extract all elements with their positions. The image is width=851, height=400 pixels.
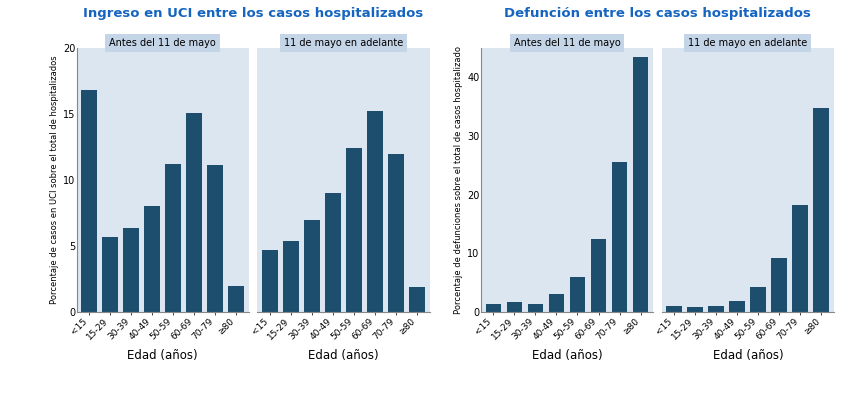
X-axis label: Edad (años): Edad (años) bbox=[532, 350, 603, 362]
Bar bbox=[486, 304, 501, 312]
Bar bbox=[708, 306, 724, 312]
Bar bbox=[612, 162, 627, 312]
Bar bbox=[814, 108, 829, 312]
Bar bbox=[666, 306, 683, 312]
Bar bbox=[186, 113, 203, 312]
Bar bbox=[549, 294, 564, 312]
Bar bbox=[208, 166, 223, 312]
Bar bbox=[792, 205, 808, 312]
Bar bbox=[346, 148, 362, 312]
Bar bbox=[409, 287, 425, 312]
Text: Ingreso en UCI entre los casos hospitalizados: Ingreso en UCI entre los casos hospitali… bbox=[83, 7, 423, 20]
Bar bbox=[528, 304, 543, 312]
Text: 11 de mayo en adelante: 11 de mayo en adelante bbox=[688, 38, 808, 48]
Bar bbox=[165, 164, 181, 312]
Bar bbox=[228, 286, 244, 312]
Bar bbox=[751, 287, 766, 312]
Text: Antes del 11 de mayo: Antes del 11 de mayo bbox=[110, 38, 216, 48]
Bar bbox=[591, 239, 607, 312]
Bar bbox=[772, 258, 787, 312]
Bar bbox=[729, 302, 745, 312]
Bar bbox=[145, 206, 160, 312]
Bar bbox=[688, 307, 703, 312]
Bar bbox=[569, 277, 585, 312]
Bar bbox=[123, 228, 139, 312]
Text: Antes del 11 de mayo: Antes del 11 de mayo bbox=[514, 38, 620, 48]
Bar bbox=[632, 57, 648, 312]
Text: Defunción entre los casos hospitalizados: Defunción entre los casos hospitalizados bbox=[504, 7, 811, 20]
X-axis label: Edad (años): Edad (años) bbox=[308, 350, 379, 362]
Y-axis label: Porcentaje de casos en UCI sobre el total de hospitalizados: Porcentaje de casos en UCI sobre el tota… bbox=[49, 56, 59, 304]
Bar bbox=[304, 220, 320, 312]
Bar bbox=[262, 250, 278, 312]
Bar bbox=[82, 90, 97, 312]
X-axis label: Edad (años): Edad (años) bbox=[128, 350, 198, 362]
Bar bbox=[325, 193, 341, 312]
Bar bbox=[506, 302, 523, 312]
X-axis label: Edad (años): Edad (años) bbox=[712, 350, 783, 362]
Bar bbox=[368, 111, 383, 312]
Bar bbox=[283, 241, 299, 312]
Bar bbox=[102, 237, 118, 312]
Y-axis label: Porcentaje de defunciones sobre el total de casos hospitalizado: Porcentaje de defunciones sobre el total… bbox=[454, 46, 463, 314]
Bar bbox=[388, 154, 404, 312]
Text: 11 de mayo en adelante: 11 de mayo en adelante bbox=[284, 38, 403, 48]
